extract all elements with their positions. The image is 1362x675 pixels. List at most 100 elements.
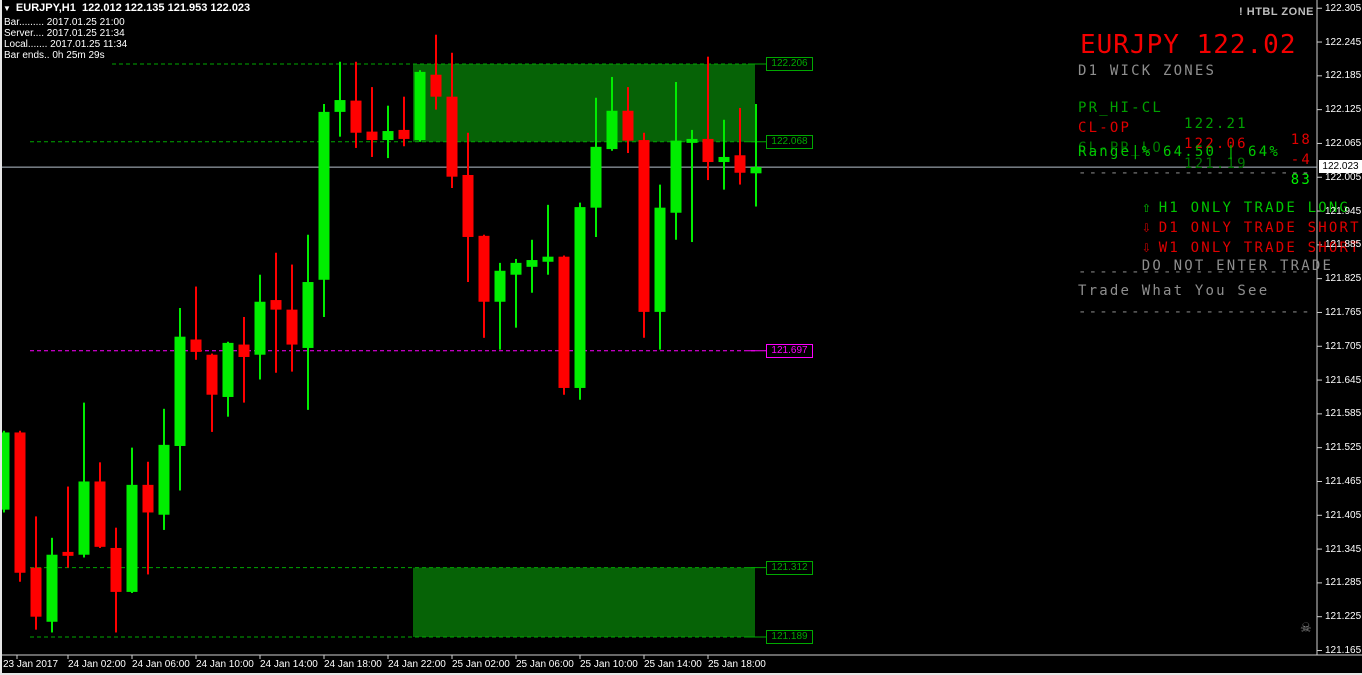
skull-icon: ☠ [1300,620,1312,635]
time-tick-label: 24 Jan 18:00 [324,659,382,670]
time-tick-label: 25 Jan 10:00 [580,659,638,670]
candle-body [494,270,506,302]
candle-body [126,484,138,592]
indicator-watermark: ! HTBL ZONE [1239,6,1314,18]
price-tick-label: 122.065 [1325,137,1362,149]
time-tick-label: 25 Jan 18:00 [708,659,766,670]
price-tick-label: 122.185 [1325,70,1362,82]
time-tick-label: 24 Jan 14:00 [260,659,318,670]
zone-row-label: PR_HI-CL [1078,100,1164,116]
price-tick-label: 121.645 [1325,374,1362,386]
price-tick-label: 122.305 [1325,2,1362,14]
panel-separator: ---------------------- [1078,304,1312,320]
candle-body [382,131,394,141]
candle-body [654,207,666,312]
price-tick-label: 121.165 [1325,644,1362,656]
candle-body [14,432,26,573]
candle-body [446,96,458,177]
candle-body [142,484,154,513]
panel-separator: ---------------------- [1078,165,1312,181]
candle-body [238,344,250,357]
price-tick-label: 121.225 [1325,611,1362,623]
candle-body [734,155,746,173]
candle-body [110,547,122,592]
time-tick-label: 25 Jan 06:00 [516,659,574,670]
candle-body [158,444,170,515]
candle-body [526,260,538,267]
zone-row-label: CL-OP [1078,120,1132,136]
signal-w1: ⇩ W1 ONLY TRADE SHORT [1078,222,1359,256]
candle-body [222,342,234,397]
candle-body [366,131,378,141]
price-tick-label: 121.945 [1325,205,1362,217]
zone-top-price-label[interactable]: 122.206 [766,57,813,71]
quick-trade-dropdown-icon[interactable]: ▼ [3,3,11,13]
signal-d1: ⇩ D1 ONLY TRADE SHORT [1078,202,1359,236]
time-tick-label: 24 Jan 22:00 [388,659,446,670]
candle-body [574,207,586,388]
window-border-left [0,0,2,675]
candle-body [206,354,218,395]
candle-body [542,256,554,262]
candle-body [190,339,202,352]
symbol-ohlc-header: ▼ EURJPY,H1 122.012 122.135 121.953 122.… [3,2,250,14]
wick-zone [413,64,755,142]
candle-body [686,138,698,143]
candle-body [670,140,682,213]
price-tick-label: 121.765 [1325,306,1362,318]
price-tick-label: 122.005 [1325,171,1362,183]
candle-body [462,174,474,237]
panel-title: EURJPY 122.02 [1080,30,1297,60]
candle-body [334,100,346,112]
zone-row-value: 122.21 [1184,116,1248,132]
zone-row-delta: 83 [1290,172,1312,188]
zone-row-pr-hi-cl: PR_HI-CL 122.21 18 [1078,84,1314,148]
candle-body [558,256,570,388]
down-arrow-icon: ⇩ [1141,218,1151,236]
time-tick-label: 25 Jan 14:00 [644,659,702,670]
price-tick-label: 121.405 [1325,509,1362,521]
lower-zone-bottom-price-label[interactable]: 121.189 [766,629,813,644]
panel-quote: Trade What You See [1078,283,1270,299]
bar-time-label: Bar......... 2017.01.25 21:00 [4,17,125,28]
price-tick-label: 121.285 [1325,577,1362,589]
zone-row-value: 122.06 [1184,136,1248,152]
panel-separator: ---------------------- [1078,264,1312,280]
candle-body [46,554,58,622]
candle-body [622,110,634,141]
time-tick-label: 25 Jan 02:00 [452,659,510,670]
candle-body [606,110,618,150]
range-row: Range|% 64.50 | 64% [1078,144,1280,160]
time-tick-label: 24 Jan 10:00 [196,659,254,670]
candle-body [78,481,90,555]
current-price-tag: 122.023 [1319,160,1362,174]
zone-bottom-price-label[interactable]: 122.068 [766,134,813,149]
zone-row-label: CL-PR_LO [1078,140,1164,156]
lower-zone-top-price-label[interactable]: 121.312 [766,560,813,575]
zone-row-value: 121.19 [1184,156,1248,172]
pivot-price-label[interactable]: 121.697 [766,343,813,358]
signal-text: W1 ONLY TRADE SHORT [1158,240,1361,256]
window-border-bottom [0,673,1362,675]
panel-subtitle: D1 WICK ZONES [1078,63,1217,79]
wick-zone [413,567,755,637]
price-tick-label: 121.465 [1325,475,1362,487]
time-tick-label: 24 Jan 06:00 [132,659,190,670]
candle-body [638,140,650,312]
candle-body [62,551,74,556]
symbol-ohlc-text: EURJPY,H1 122.012 122.135 121.953 122.02… [15,2,251,14]
zone-row-cl-pr-lo: CL-PR_LO 121.19 83 [1078,124,1314,188]
signal-text: D1 ONLY TRADE SHORT [1158,220,1361,236]
candle-body [254,301,266,355]
signal-no-trade: DO NOT ENTER TRADE [1078,242,1331,274]
price-tick-label: 122.245 [1325,36,1362,48]
candle-body [30,567,42,617]
candle-body [286,309,298,345]
price-tick-label: 121.345 [1325,543,1362,555]
price-tick-label: 121.825 [1325,273,1362,285]
candle-body [94,481,106,547]
candle-body [718,156,730,163]
candle-body [398,129,410,139]
candle-body [0,432,10,510]
